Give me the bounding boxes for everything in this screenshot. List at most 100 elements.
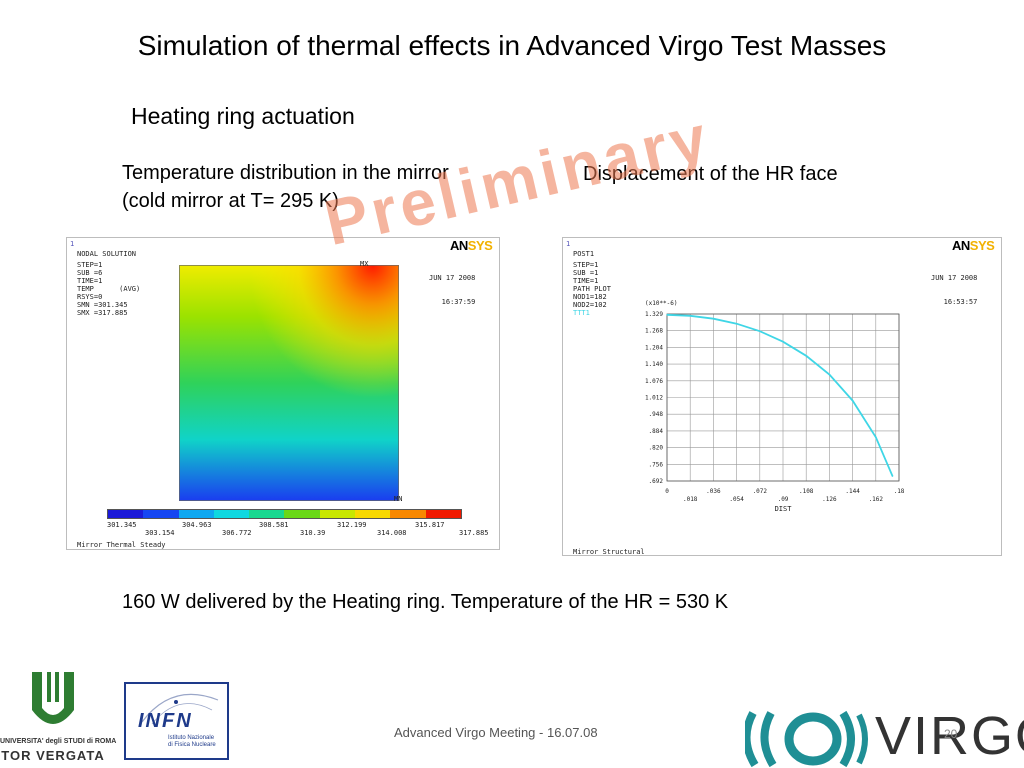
chart-series-point xyxy=(852,400,854,402)
thermal-info-line: SMN =301.345 xyxy=(77,301,128,309)
structural-info-line: STEP=1 xyxy=(573,261,599,269)
thermal-datetime: JUN 17 2008 16:37:59 xyxy=(429,258,475,322)
chart-y-tick-label: .692 xyxy=(649,478,664,485)
chart-series-point xyxy=(828,373,830,376)
legend-swatch xyxy=(213,510,250,518)
thermal-mx-label: MX xyxy=(360,260,369,268)
structural-info-line: NOD2=102 xyxy=(573,301,607,309)
legend-swatch xyxy=(425,510,461,518)
university-emblem-icon xyxy=(32,672,74,724)
structural-plot-panel: 1 POST1 STEP=1 SUB =1 TIME=1 PATH PLOT N… xyxy=(562,237,1002,556)
thermal-date: JUN 17 2008 xyxy=(429,274,476,282)
university-name-line1: UNIVERSITA' degli STUDI di ROMA xyxy=(0,738,117,745)
left-caption: Temperature distribution in the mirror (… xyxy=(122,159,449,215)
legend-swatch xyxy=(319,510,356,518)
infn-subtitle-line2: di Fisica Nucleare xyxy=(168,742,216,748)
chart-x-tick-label: .054 xyxy=(729,496,744,503)
chart-y-tick-label: 1.012 xyxy=(645,395,663,402)
page-number: 20 xyxy=(944,727,958,741)
infn-logo: INFN Istituto Nazionale di Fisica Nuclea… xyxy=(124,682,229,760)
thermal-info-line: RSYS=0 xyxy=(77,293,103,301)
chart-y-tick-label: .820 xyxy=(649,445,664,452)
chart-x-tick-label: .162 xyxy=(869,496,884,503)
legend-swatch xyxy=(355,510,391,518)
legend-value: 312.199 xyxy=(337,521,367,529)
infn-subtitle: Istituto Nazionale di Fisica Nucleare xyxy=(168,735,216,749)
legend-value: 301.345 xyxy=(107,521,137,529)
thermal-info-line: TEMP (AVG) xyxy=(77,285,141,293)
legend-swatch xyxy=(178,510,214,518)
structural-info-line: SUB =1 xyxy=(573,269,599,277)
chart-x-tick-label: .126 xyxy=(822,496,837,503)
legend-value: 308.581 xyxy=(259,521,289,529)
ansys-logo-sys: SYS xyxy=(969,238,995,253)
chart-x-tick-label: .018 xyxy=(683,496,698,503)
thermal-plot-index: 1 xyxy=(70,240,75,248)
chart-series-line xyxy=(666,313,894,477)
legend-swatch xyxy=(143,510,179,518)
chart-y-tick-label: 1.204 xyxy=(645,344,663,351)
legend-value: 310.39 xyxy=(300,529,326,537)
chart-series-point xyxy=(782,341,784,343)
thermal-legend-bar xyxy=(107,509,462,519)
thermal-info-line: TIME=1 xyxy=(77,277,103,285)
contour-hotspot xyxy=(179,265,399,501)
slide-title: Simulation of thermal effects in Advance… xyxy=(137,30,887,61)
left-caption-line2: (cold mirror at T= 295 K) xyxy=(122,190,339,212)
ansys-logo: ANSYS xyxy=(450,238,493,253)
slide-footer: Advanced Virgo Meeting - 16.07.08 xyxy=(394,725,598,740)
chart-y-tick-label: .756 xyxy=(649,461,664,468)
structural-date: JUN 17 2008 xyxy=(931,274,978,282)
thermal-plot-footer: Mirror Thermal Steady xyxy=(77,541,166,549)
chart-x-tick-label: .144 xyxy=(845,488,860,495)
structural-time: 16:53:57 xyxy=(943,298,978,306)
infn-subtitle-line1: Istituto Nazionale xyxy=(168,735,215,741)
legend-value: 304.963 xyxy=(182,521,212,529)
chart-x-tick-label: .072 xyxy=(753,488,768,495)
legend-value: 314.008 xyxy=(377,529,407,537)
chart-frame xyxy=(666,313,900,482)
chart-series-point xyxy=(736,323,738,325)
chart-y-tick-label: 1.076 xyxy=(645,378,663,385)
infn-name: INFN xyxy=(138,710,193,732)
chart-y-tick-label: 1.140 xyxy=(645,361,663,368)
chart-series-point xyxy=(712,318,714,320)
chart-y-tick-label: 1.329 xyxy=(645,311,663,318)
structural-datetime: JUN 17 2008 16:53:57 xyxy=(931,258,977,322)
contour-border xyxy=(179,265,399,501)
structural-series-label: TTT1 xyxy=(573,309,590,317)
right-caption: Displacement of the HR face xyxy=(583,163,838,185)
legend-value: 303.154 xyxy=(145,529,175,537)
infn-swoosh-icon xyxy=(141,693,219,725)
ansys-logo: ANSYS xyxy=(952,238,995,253)
ansys-logo-sys: SYS xyxy=(467,238,493,253)
chart-y-tick-label: .884 xyxy=(649,428,664,435)
thermal-time: 16:37:59 xyxy=(441,298,476,306)
legend-swatch xyxy=(249,510,285,518)
thermal-info-line: NODAL SOLUTION xyxy=(77,250,137,258)
chart-y-tick-label: 1.268 xyxy=(645,328,663,335)
ansys-logo-an: AN xyxy=(450,238,468,253)
chart-series-point xyxy=(689,315,691,317)
chart-series-point xyxy=(666,314,668,316)
legend-value: 306.772 xyxy=(222,529,252,537)
chart-y-tick-label: .948 xyxy=(649,411,664,418)
chart-x-tick-label: 0 xyxy=(665,488,669,495)
thermal-mn-label: MN xyxy=(394,495,403,503)
chart-series-point xyxy=(891,475,894,477)
chart-x-tick-label: .18 xyxy=(894,488,905,495)
ansys-logo-an: AN xyxy=(952,238,970,253)
university-name-line2: TOR VERGATA xyxy=(1,748,105,763)
structural-info-line: TIME=1 xyxy=(573,277,599,285)
structural-info-line: POST1 xyxy=(573,250,595,258)
chart-series-point xyxy=(805,355,807,357)
structural-info-line: PATH PLOT xyxy=(573,285,611,293)
virgo-wave-icon xyxy=(745,710,868,767)
chart-series-point xyxy=(875,436,877,438)
chart-x-tick-label: .108 xyxy=(799,488,814,495)
left-caption-line1: Temperature distribution in the mirror xyxy=(122,162,449,184)
chart-series-point xyxy=(759,330,761,332)
structural-info-block: POST1 STEP=1 SUB =1 TIME=1 PATH PLOT NOD… xyxy=(573,250,611,317)
legend-value: 317.885 xyxy=(459,529,489,537)
legend-swatch xyxy=(390,510,426,518)
